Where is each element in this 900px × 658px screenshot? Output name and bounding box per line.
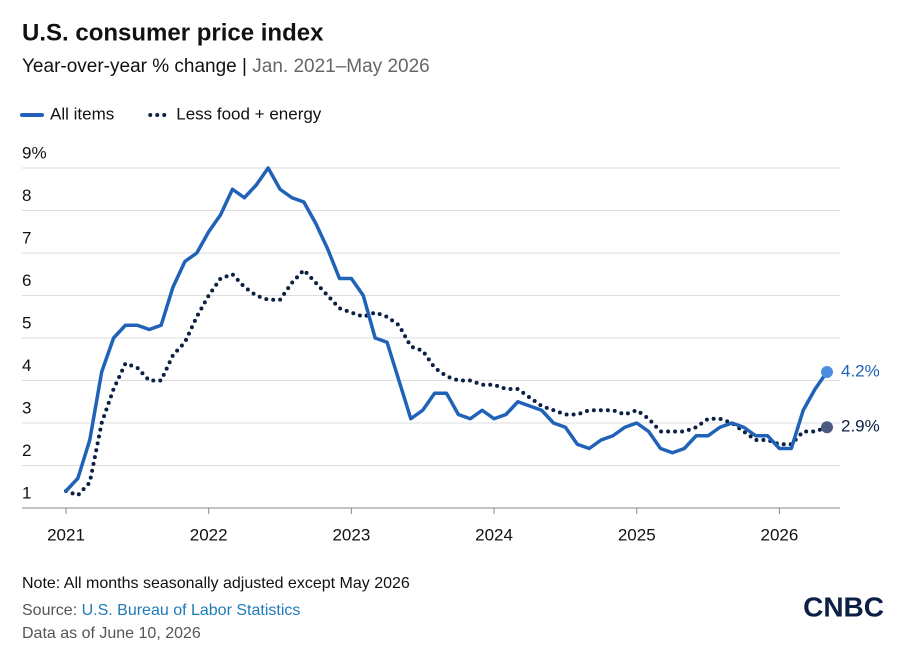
x-tick-label: 2022	[190, 525, 228, 544]
y-tick-label: 9%	[22, 143, 47, 162]
brand-logo: CNBC	[803, 591, 884, 622]
x-tick-label: 2026	[761, 525, 799, 544]
date-note: Data as of June 10, 2026	[22, 625, 201, 642]
chart-subtitle: Year-over-year % change | Jan. 2021–May …	[22, 56, 430, 77]
y-tick-label: 7	[22, 228, 31, 247]
subtitle-range: Jan. 2021–May 2026	[252, 56, 429, 77]
source-label: Source:	[22, 602, 77, 619]
x-tick-label: 2025	[618, 525, 656, 544]
legend-item: All items	[20, 104, 114, 123]
y-tick-label: 8	[22, 186, 31, 205]
y-tick-label: 1	[22, 483, 31, 502]
legend-label: All items	[50, 104, 114, 123]
x-tick-label: 2024	[475, 525, 513, 544]
note: Note: All months seasonally adjusted exc…	[22, 575, 410, 592]
y-tick-label: 6	[22, 271, 31, 290]
y-tick-label: 3	[22, 398, 31, 417]
end-point	[821, 366, 833, 378]
legend-label: Less food + energy	[176, 104, 322, 123]
series-line	[64, 268, 829, 498]
legend-item: Less food + energy	[148, 104, 322, 123]
series-line	[64, 166, 829, 493]
chart-title: U.S. consumer price index	[22, 19, 324, 46]
end-point	[821, 421, 833, 434]
y-tick-label: 4	[22, 356, 31, 375]
source-link[interactable]: U.S. Bureau of Labor Statistics	[82, 602, 301, 619]
y-tick-label: 5	[22, 313, 31, 332]
source: Source: U.S. Bureau of Labor Statistics	[22, 602, 300, 619]
x-tick-label: 2023	[332, 525, 370, 544]
subtitle: Year-over-year % change |	[22, 56, 247, 77]
end-label: 4.2%	[841, 361, 880, 380]
x-tick-label: 2021	[47, 525, 85, 544]
y-tick-label: 2	[22, 441, 31, 460]
end-label: 2.9%	[841, 417, 880, 436]
